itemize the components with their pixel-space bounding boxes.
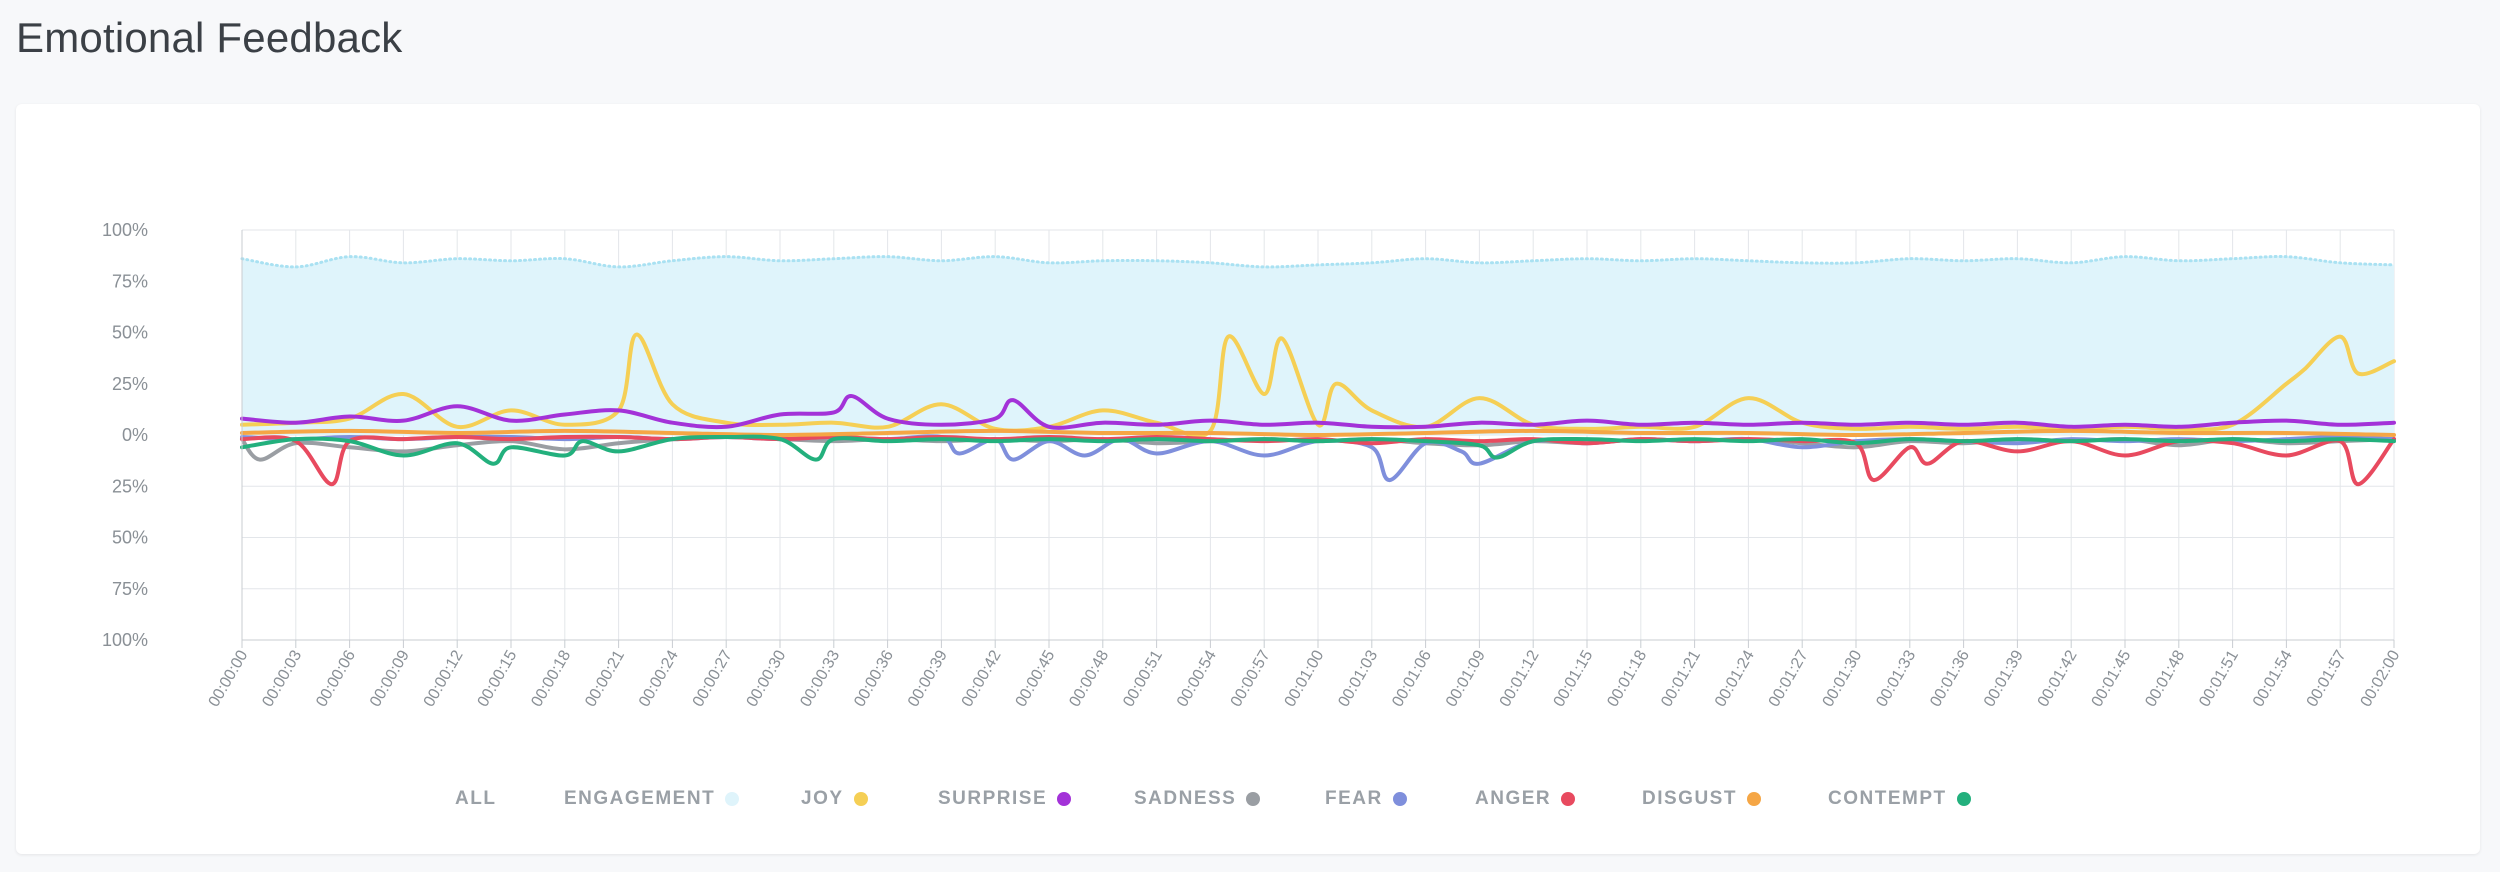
contempt-legend-swatch: [1956, 792, 1971, 806]
x-tick-label: 00:00:36: [851, 647, 897, 710]
anger-series-line: [240, 434, 2396, 487]
x-tick-label: 00:00:15: [475, 647, 521, 710]
sadness-legend-swatch: [1246, 792, 1261, 806]
x-tick-label: 00:00:42: [959, 647, 1005, 710]
y-tick-label: 25%: [112, 476, 148, 496]
legend-label: DISGUST: [1642, 788, 1737, 809]
disgust-legend-swatch: [1746, 792, 1761, 806]
legend-item-sadness[interactable]: SADNESS: [1134, 784, 1261, 814]
page-title: Emotional Feedback: [16, 14, 403, 61]
x-tick-label: 00:00:21: [582, 647, 628, 710]
legend-label: CONTEMPT: [1828, 788, 1947, 809]
x-tick-label: 00:01:15: [1551, 647, 1597, 710]
x-tick-label: 00:01:12: [1497, 647, 1543, 710]
engagement-series-line: [240, 255, 2396, 269]
x-tick-label: 00:00:39: [905, 647, 951, 710]
x-tick-label: 00:00:33: [797, 647, 843, 710]
contempt-series-line: [240, 434, 2396, 466]
x-tick-label: 00:00:24: [636, 647, 682, 710]
x-tick-label: 00:01:30: [1820, 647, 1866, 710]
surprise-legend-swatch: [1057, 792, 1072, 806]
x-tick-label: 00:01:27: [1766, 647, 1812, 710]
legend-label: SADNESS: [1134, 788, 1237, 809]
engagement-legend-swatch: [725, 792, 740, 806]
x-tick-label: 00:01:39: [1981, 647, 2027, 710]
y-tick-label: 50%: [112, 323, 148, 343]
y-tick-label: 75%: [112, 579, 148, 599]
x-tick-label: 00:01:48: [2142, 647, 2188, 710]
x-tick-label: 00:01:33: [1873, 647, 1919, 710]
fear-legend-swatch: [1392, 792, 1407, 806]
legend-item-anger[interactable]: ANGER: [1475, 784, 1576, 814]
legend-item-engagement[interactable]: ENGAGEMENT: [564, 784, 740, 814]
chart-legend: ALL ENGAGEMENT JOY SURPRISE SADNESS FEAR ANGER…: [0, 784, 2500, 814]
x-tick-label: 00:01:24: [1712, 647, 1758, 710]
y-tick-label: 25%: [112, 374, 148, 394]
x-tick-label: 00:01:36: [1927, 647, 1973, 710]
x-tick-label: 00:00:12: [421, 647, 467, 710]
legend-item-disgust[interactable]: DISGUST: [1642, 784, 1761, 814]
x-tick-label: 00:01:57: [2304, 647, 2350, 710]
x-tick-label: 00:00:51: [1120, 647, 1166, 710]
x-tick-label: 00:00:27: [690, 647, 736, 710]
legend-label: FEAR: [1325, 788, 1383, 809]
x-tick-label: 00:01:54: [2250, 647, 2296, 710]
y-tick-label: 100%: [102, 630, 148, 650]
y-tick-label: 75%: [112, 271, 148, 291]
x-tick-label: 00:00:00: [206, 647, 252, 710]
x-tick-label: 00:00:45: [1013, 647, 1059, 710]
joy-legend-swatch: [853, 792, 868, 806]
legend-item-fear[interactable]: FEAR: [1325, 784, 1407, 814]
x-tick-label: 00:00:54: [1174, 647, 1220, 710]
x-tick-label: 00:01:42: [2035, 647, 2081, 710]
x-tick-label: 00:00:03: [259, 647, 305, 710]
x-tick-label: 00:01:18: [1604, 647, 1650, 710]
x-tick-label: 00:02:00: [2358, 647, 2404, 710]
x-tick-label: 00:01:00: [1282, 647, 1328, 710]
legend-item-contempt[interactable]: CONTEMPT: [1828, 784, 1971, 814]
x-tick-label: 00:01:03: [1335, 647, 1381, 710]
x-tick-label: 00:01:21: [1658, 647, 1704, 710]
legend-label: ENGAGEMENT: [564, 788, 716, 809]
joy-series-line: [240, 332, 2396, 439]
x-tick-label: 00:00:57: [1228, 647, 1274, 710]
x-tick-label: 00:00:48: [1066, 647, 1112, 710]
x-tick-label: 00:01:45: [2089, 647, 2135, 710]
x-tick-label: 00:00:30: [744, 647, 790, 710]
legend-item-all[interactable]: ALL: [455, 784, 496, 814]
x-tick-label: 00:01:51: [2196, 647, 2242, 710]
engagement-area: [242, 256, 2394, 435]
x-tick-label: 00:01:06: [1389, 647, 1435, 710]
y-tick-label: 0%: [122, 425, 148, 445]
disgust-series-line: [240, 428, 2396, 437]
x-tick-label: 00:01:09: [1443, 647, 1489, 710]
legend-item-joy[interactable]: JOY: [801, 784, 868, 814]
legend-label: ALL: [455, 788, 497, 809]
legend-item-surprise[interactable]: SURPRISE: [938, 784, 1072, 814]
x-tick-label: 00:00:09: [367, 647, 413, 710]
legend-label: ANGER: [1475, 788, 1552, 809]
surprise-series-line: [240, 394, 2396, 430]
x-tick-label: 00:00:18: [528, 647, 574, 710]
x-tick-label: 00:00:06: [313, 647, 359, 710]
y-tick-label: 50%: [112, 528, 148, 548]
y-tick-label: 100%: [102, 220, 148, 240]
anger-legend-swatch: [1561, 792, 1576, 806]
legend-label: JOY: [801, 788, 844, 809]
legend-label: SURPRISE: [938, 788, 1048, 809]
chart-card: [16, 104, 2480, 854]
